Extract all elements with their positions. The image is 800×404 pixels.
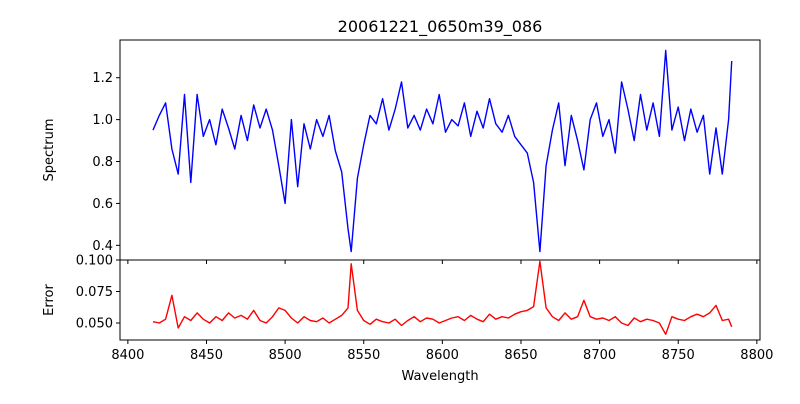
xtick-label: 8700: [583, 348, 616, 363]
spectrum-ytick-label: 1.2: [92, 71, 113, 86]
xtick-label: 8450: [190, 348, 223, 363]
spectrum-ytick-label: 0.8: [92, 155, 113, 170]
error-ytick-label: 0.075: [76, 285, 113, 300]
xtick-label: 8500: [269, 348, 302, 363]
error-ytick-label: 0.050: [76, 316, 113, 331]
chart-title: 20061221_0650m39_086: [338, 17, 543, 37]
xtick-label: 8750: [662, 348, 695, 363]
error-y-label: Error: [42, 284, 57, 316]
spectrum-ytick-label: 1.0: [92, 113, 113, 128]
spectrum-line: [152, 49, 733, 253]
xtick-label: 8550: [347, 348, 380, 363]
error-line: [152, 260, 733, 335]
error-ytick-label: 0.100: [76, 254, 113, 269]
xtick-label: 8650: [504, 348, 537, 363]
spectrum-ytick-label: 0.4: [92, 239, 113, 254]
spectrum-ytick-label: 0.6: [92, 197, 113, 212]
error-frame: [119, 259, 761, 341]
spectrum-axes: 0.4 0.6 0.8 1.0 1.2: [92, 39, 761, 264]
xtick-label: 8800: [740, 348, 773, 363]
xtick-label: 8400: [111, 348, 144, 363]
spectrum-y-label: Spectrum: [42, 119, 57, 182]
x-axis-label: Wavelength: [401, 369, 478, 384]
xtick-label: 8600: [426, 348, 459, 363]
error-axes: 0.050 0.075 0.100 8400 8450 8500 8550 8600 8650 8…: [76, 254, 774, 364]
